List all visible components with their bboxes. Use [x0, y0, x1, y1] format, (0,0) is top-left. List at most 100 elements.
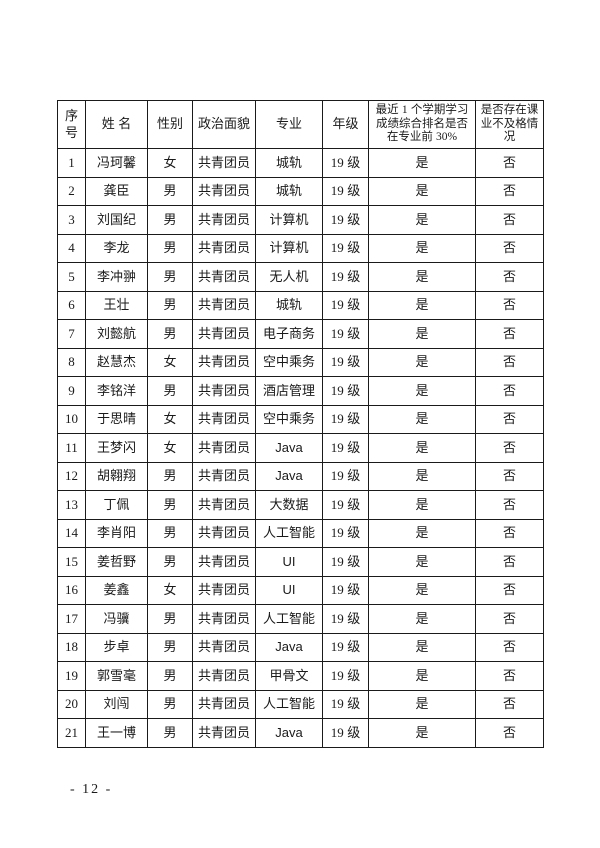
- table-row: 19 郭雪毫男共青团员 甲骨文 19 级是否: [57, 661, 544, 691]
- numeric-text: 19: [330, 154, 344, 170]
- numeric-text: 3: [68, 211, 75, 227]
- table-cell: 共青团员: [192, 490, 256, 520]
- numeric-text: 19: [330, 325, 344, 341]
- table-cell: 城轨: [255, 290, 323, 320]
- table-cell: 否: [475, 433, 544, 463]
- column-header: 序号: [57, 100, 86, 149]
- numeric-text: 1: [68, 154, 75, 170]
- numeric-text: 10: [65, 411, 78, 427]
- table-cell: 共青团员: [192, 319, 256, 349]
- table-cell: 4: [57, 233, 86, 263]
- table-cell: 胡翱翔: [85, 461, 148, 491]
- numeric-text: 20: [65, 696, 78, 712]
- table-cell: 王壮: [85, 290, 148, 320]
- table-cell: 19 级: [322, 233, 369, 263]
- table-row: 4 李龙男共青团员 计算机 19 级是否: [57, 233, 544, 263]
- numeric-text: 19: [330, 696, 344, 712]
- table-cell: 大数据: [255, 490, 323, 520]
- table-row: 2 龚臣男共青团员 城轨 19 级是否: [57, 176, 544, 206]
- table-cell: 共青团员: [192, 689, 256, 719]
- table-cell: 是: [368, 661, 476, 691]
- numeric-text: 5: [68, 268, 75, 284]
- numeric-text: 15: [65, 553, 78, 569]
- table-cell: 是: [368, 490, 476, 520]
- table-cell: 男: [147, 205, 193, 235]
- table-cell: 否: [475, 404, 544, 434]
- table-cell: 是: [368, 689, 476, 719]
- table-cell: 否: [475, 262, 544, 292]
- table-cell: 16: [57, 575, 86, 605]
- table-cell: 女: [147, 575, 193, 605]
- table-row: 17 冯骥男共青团员 人工智能 19 级是否: [57, 604, 544, 634]
- numeric-text: 19: [330, 667, 344, 683]
- table-row: 3 刘国纪男共青团员 计算机 19 级是否: [57, 205, 544, 235]
- table-cell: 男: [147, 518, 193, 548]
- table-cell: 是: [368, 547, 476, 577]
- table-cell: Java: [255, 461, 323, 491]
- table-cell: 19 级: [322, 718, 369, 748]
- numeric-text: 19: [330, 639, 344, 655]
- table-cell: 19 级: [322, 262, 369, 292]
- table-cell: 是: [368, 205, 476, 235]
- table-row: 8 赵慧杰女共青团员 空中乘务 19 级是否: [57, 347, 544, 377]
- table-cell: 19 级: [322, 547, 369, 577]
- table-cell: 共青团员: [192, 718, 256, 748]
- table-cell: Java: [255, 718, 323, 748]
- numeric-text: 17: [65, 610, 78, 626]
- numeric-text: 19: [330, 468, 344, 484]
- table-cell: 是: [368, 518, 476, 548]
- table-cell: 冯珂馨: [85, 148, 148, 178]
- table-cell: 共青团员: [192, 205, 256, 235]
- numeric-text: 19: [330, 439, 344, 455]
- numeric-text: 9: [68, 382, 75, 398]
- table-cell: 人工智能: [255, 518, 323, 548]
- numeric-text: 19: [330, 724, 344, 740]
- table-cell: 女: [147, 433, 193, 463]
- numeric-text: 18: [65, 639, 78, 655]
- table-cell: 男: [147, 262, 193, 292]
- table-cell: 19 级: [322, 319, 369, 349]
- table-cell: 19 级: [322, 604, 369, 634]
- numeric-text: 19: [330, 496, 344, 512]
- table-cell: 冯骥: [85, 604, 148, 634]
- table-cell: 共青团员: [192, 461, 256, 491]
- table-header-row: 序号姓 名性别 政治面貌 专业 年级 最近 1 个学期学习成绩综合排名是否在专业前 30…: [57, 100, 544, 149]
- table-cell: 否: [475, 575, 544, 605]
- numeric-text: 19: [330, 354, 344, 370]
- column-header: 专业: [255, 100, 323, 149]
- table-row: 15 姜哲野男共青团员 UI 19 级是否: [57, 547, 544, 577]
- table-cell: 步卓: [85, 632, 148, 662]
- table-cell: 19 级: [322, 490, 369, 520]
- table-cell: 男: [147, 661, 193, 691]
- numeric-text: 30%: [436, 131, 458, 144]
- table-cell: 否: [475, 490, 544, 520]
- numeric-text: 8: [68, 354, 75, 370]
- table-cell: 丁佩: [85, 490, 148, 520]
- table-cell: 男: [147, 490, 193, 520]
- table-row: 6 王壮男共青团员 城轨 19 级是否: [57, 290, 544, 320]
- table-cell: 人工智能: [255, 604, 323, 634]
- table-cell: 空中乘务: [255, 404, 323, 434]
- table-cell: 男: [147, 547, 193, 577]
- table-cell: 男: [147, 604, 193, 634]
- table-row: 7 刘懿航男共青团员 电子商务 19 级是否: [57, 319, 544, 349]
- column-header: 姓 名: [85, 100, 148, 149]
- numeric-text: 19: [330, 183, 344, 199]
- numeric-text: 1: [401, 103, 408, 116]
- table-cell: 19 级: [322, 433, 369, 463]
- column-header: 年级: [322, 100, 369, 149]
- table-cell: 赵慧杰: [85, 347, 148, 377]
- table-cell: 19 级: [322, 518, 369, 548]
- table-cell: 是: [368, 575, 476, 605]
- table-cell: 共青团员: [192, 632, 256, 662]
- table-cell: 否: [475, 148, 544, 178]
- table-cell: 19 级: [322, 632, 369, 662]
- table-cell: 电子商务: [255, 319, 323, 349]
- table-cell: 20: [57, 689, 86, 719]
- table-cell: 男: [147, 319, 193, 349]
- table-cell: 是: [368, 718, 476, 748]
- table-row: 9 李铭洋男共青团员 酒店管理 19 级是否: [57, 376, 544, 406]
- table-row: 18 步卓男共青团员 Java 19 级是否: [57, 632, 544, 662]
- table-cell: 共青团员: [192, 347, 256, 377]
